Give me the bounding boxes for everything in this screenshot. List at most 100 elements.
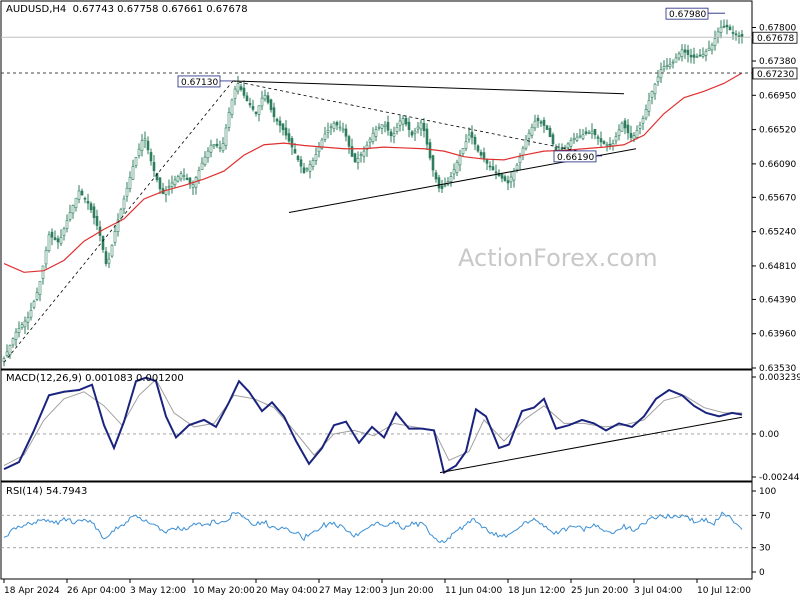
candle-body bbox=[35, 292, 39, 300]
candle-body bbox=[173, 179, 177, 186]
price-y-tick-label: 0.64810 bbox=[759, 262, 796, 272]
candle-body bbox=[341, 128, 345, 131]
candle-body bbox=[371, 132, 375, 142]
candle-body bbox=[632, 135, 636, 140]
candle-body bbox=[305, 168, 309, 171]
candle-body bbox=[467, 134, 471, 140]
x-tick-label: 10 May 20:00 bbox=[193, 586, 255, 596]
candle-body bbox=[134, 157, 138, 166]
macd-header: MACD(12,26,9) 0.001083 0.001200 bbox=[6, 373, 184, 384]
candle-body bbox=[365, 144, 369, 150]
candle-body bbox=[20, 324, 24, 328]
candle-body bbox=[659, 69, 663, 79]
candle-body bbox=[254, 111, 258, 114]
candle-body bbox=[332, 122, 336, 129]
candle-body bbox=[683, 49, 687, 53]
candle-body bbox=[209, 144, 213, 153]
candle-body bbox=[158, 177, 162, 190]
price-header: AUDUSD,H4 0.67743 0.67758 0.67661 0.6767… bbox=[6, 4, 248, 15]
candle-body bbox=[509, 176, 513, 183]
candle-body bbox=[5, 351, 9, 357]
candle-body bbox=[584, 131, 588, 134]
candle-body bbox=[179, 173, 183, 180]
candle-body bbox=[77, 190, 81, 200]
candle-body bbox=[68, 212, 72, 220]
candle-body bbox=[191, 184, 195, 188]
candle-body bbox=[350, 146, 354, 157]
candle-body bbox=[272, 107, 276, 118]
candle-body bbox=[548, 127, 552, 138]
candle-body bbox=[335, 122, 339, 126]
macd-y-tick-label: 0.003239 bbox=[759, 373, 800, 383]
rsi-y-tick-label: 100 bbox=[759, 487, 776, 497]
candle-body bbox=[53, 237, 57, 240]
macd-panel bbox=[0, 369, 753, 482]
candle-body bbox=[566, 143, 570, 149]
candle-body bbox=[248, 103, 252, 106]
candle-body bbox=[338, 126, 342, 129]
candle-body bbox=[347, 136, 351, 147]
candle-body bbox=[392, 133, 396, 137]
candle-body bbox=[62, 228, 66, 236]
candle-body bbox=[398, 120, 402, 126]
candle-body bbox=[617, 129, 621, 137]
candle-body bbox=[551, 134, 555, 145]
price-y-tick-label: 0.64390 bbox=[759, 295, 796, 305]
candle-body bbox=[629, 132, 633, 138]
candle-body bbox=[359, 154, 363, 156]
candle-body bbox=[311, 160, 315, 167]
candle-body bbox=[368, 138, 372, 143]
price-y-tick-label: 0.65240 bbox=[759, 228, 796, 238]
candle-body bbox=[662, 66, 666, 70]
candle-body bbox=[242, 87, 246, 96]
candle-body bbox=[668, 63, 672, 68]
candle-body bbox=[230, 99, 234, 115]
price-annotation-box bbox=[177, 75, 221, 88]
candle-body bbox=[713, 38, 717, 46]
price-panel bbox=[0, 0, 753, 370]
price-y-tick-label: 0.66090 bbox=[759, 160, 796, 170]
candle-body bbox=[320, 139, 324, 149]
x-tick-label: 10 Jul 12:00 bbox=[697, 586, 751, 596]
candle-body bbox=[14, 331, 18, 340]
candle-body bbox=[203, 156, 207, 166]
candle-body bbox=[80, 190, 84, 196]
rsi-y-tick-label: 0 bbox=[759, 568, 765, 578]
candle-body bbox=[464, 141, 468, 149]
candle-body bbox=[8, 344, 12, 355]
candle-body bbox=[239, 86, 243, 90]
candle-body bbox=[95, 215, 99, 226]
candle-body bbox=[182, 175, 186, 177]
candle-body bbox=[38, 281, 42, 295]
candle-body bbox=[383, 124, 387, 127]
candle-body bbox=[623, 120, 627, 129]
candle-body bbox=[329, 126, 333, 129]
candle-body bbox=[695, 56, 699, 58]
candle-body bbox=[101, 235, 105, 250]
candle-body bbox=[128, 177, 132, 189]
triangle-upper-line bbox=[232, 80, 625, 95]
candle-body bbox=[251, 106, 255, 110]
candle-body bbox=[581, 134, 585, 139]
price-level-label: 0.67678 bbox=[757, 34, 794, 44]
candle-body bbox=[626, 124, 630, 134]
candle-body bbox=[476, 145, 480, 152]
candle-body bbox=[494, 171, 498, 174]
candle-body bbox=[413, 130, 417, 134]
candle-body bbox=[677, 53, 681, 59]
candle-body bbox=[401, 118, 405, 125]
price-annotation-box bbox=[665, 7, 709, 20]
candle-body bbox=[440, 185, 444, 189]
candle-body bbox=[536, 117, 540, 122]
candle-body bbox=[32, 301, 36, 308]
candle-body bbox=[29, 309, 33, 318]
trend-line-dashed-upleg bbox=[3, 80, 234, 363]
candle-body bbox=[116, 219, 120, 232]
candle-body bbox=[284, 127, 288, 136]
candle-body bbox=[425, 128, 429, 145]
candle-body bbox=[572, 138, 576, 140]
candle-body bbox=[92, 206, 96, 218]
price-annotation-label: 0.67980 bbox=[669, 10, 706, 20]
candle-body bbox=[689, 54, 693, 58]
